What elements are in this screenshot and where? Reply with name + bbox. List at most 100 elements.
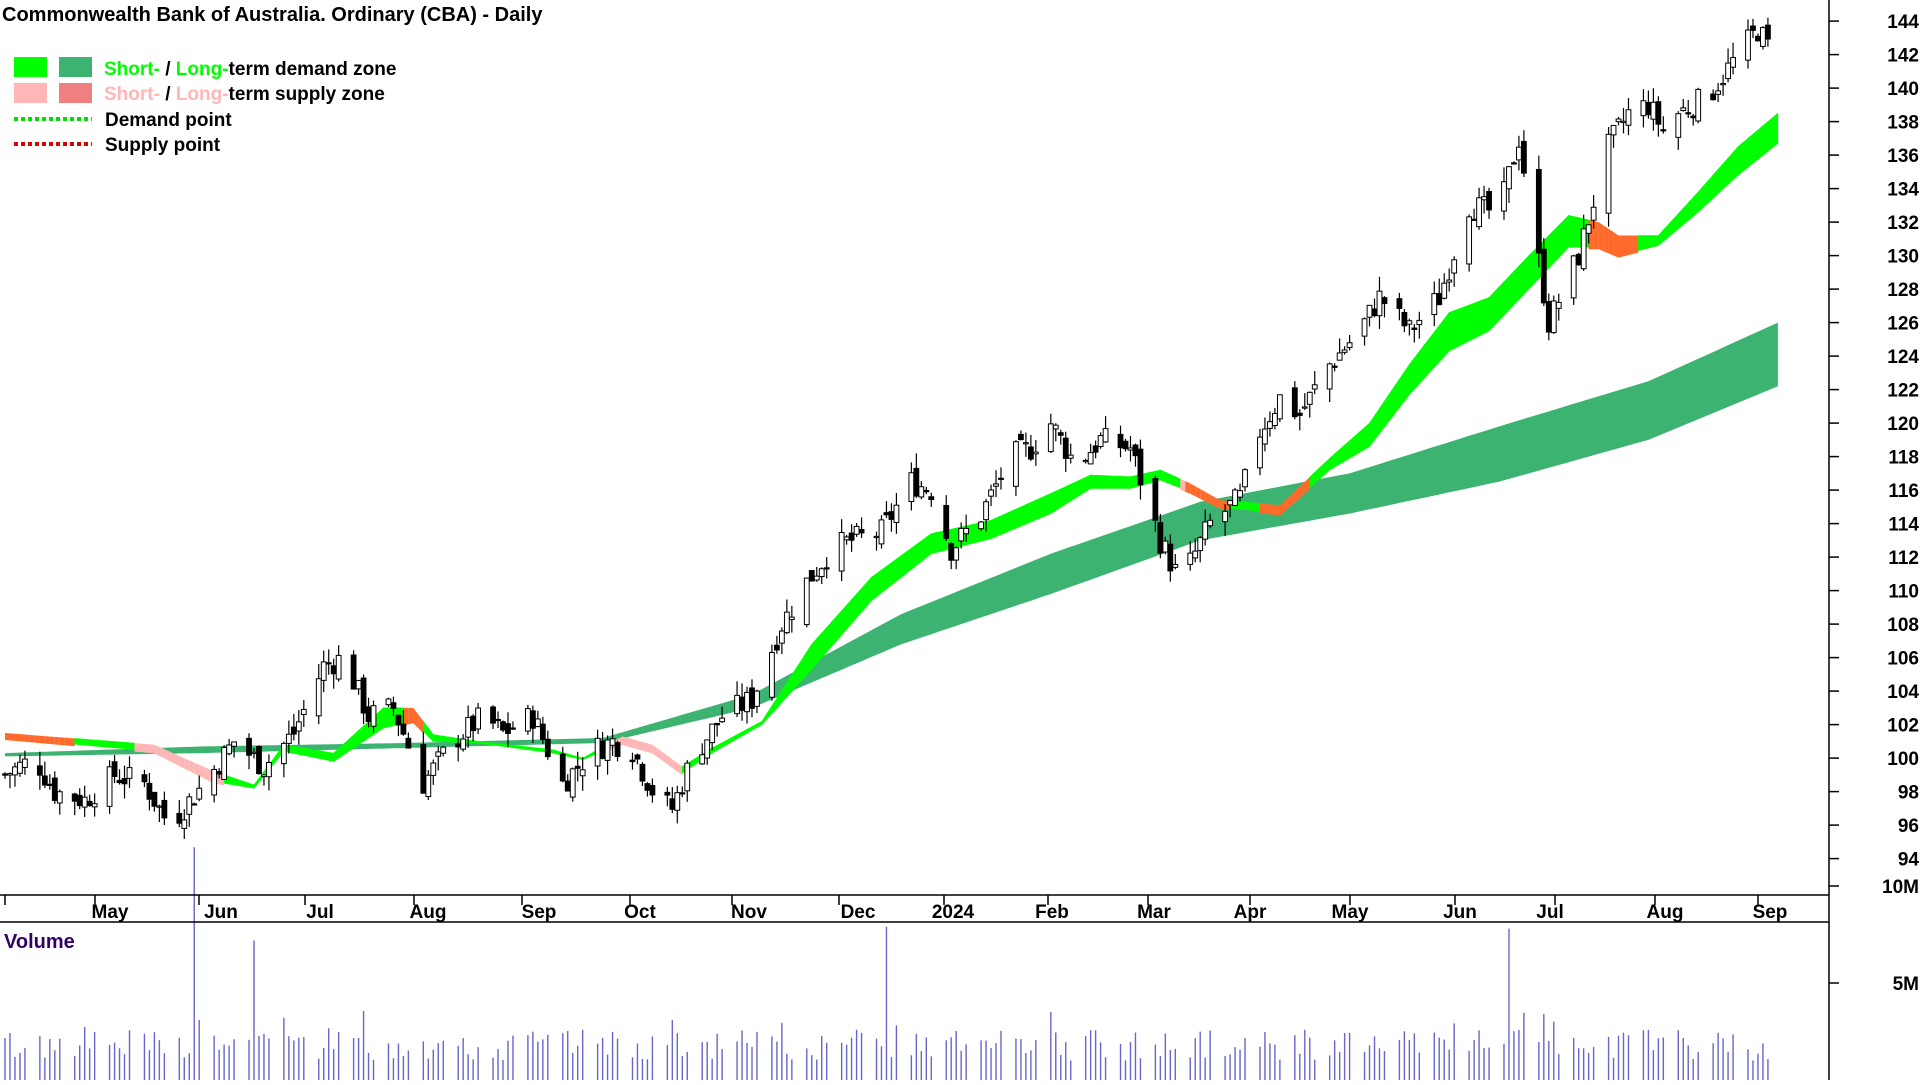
short-term-demand-segment xyxy=(1493,286,1500,327)
legend-swatch-long-demand xyxy=(59,57,92,77)
candle xyxy=(1172,554,1179,570)
short-term-demand-segment xyxy=(1015,506,1022,529)
candle xyxy=(300,699,307,727)
short-term-supply-segment xyxy=(657,748,663,761)
candle xyxy=(1540,238,1547,307)
short-term-demand-segment xyxy=(1329,453,1335,471)
candle xyxy=(126,756,133,789)
legend-supply-rest: term supply zone xyxy=(229,84,385,105)
candle xyxy=(1411,324,1418,343)
candle xyxy=(1207,513,1214,529)
short-term-demand-segment xyxy=(1717,162,1724,195)
candle xyxy=(719,706,726,723)
short-term-demand-segment xyxy=(985,519,992,541)
short-term-demand-segment xyxy=(1050,490,1057,515)
candle xyxy=(1047,413,1054,454)
short-term-demand-segment xyxy=(1075,479,1081,499)
short-term-demand-segment xyxy=(1513,265,1520,306)
candle xyxy=(1192,538,1199,563)
short-term-demand-segment xyxy=(831,615,837,648)
candle xyxy=(998,467,1004,490)
short-term-demand-segment xyxy=(1110,475,1116,489)
short-term-demand-segment xyxy=(502,743,509,748)
short-term-demand-segment xyxy=(1170,474,1176,487)
candle xyxy=(1655,96,1662,137)
candle xyxy=(1575,252,1582,266)
short-term-demand-segment xyxy=(572,754,579,760)
candle xyxy=(1441,273,1448,300)
short-term-demand-segment xyxy=(1463,304,1470,345)
x-tick-label: May xyxy=(1332,902,1369,923)
short-term-demand-segment xyxy=(447,736,454,743)
candle xyxy=(1690,113,1697,126)
short-term-demand-segment xyxy=(507,744,514,749)
short-term-supply-segment xyxy=(49,736,55,745)
candle xyxy=(908,462,915,511)
candle xyxy=(744,686,750,724)
short-term-demand-segment xyxy=(876,569,882,598)
candle xyxy=(649,778,656,803)
short-term-demand-segment xyxy=(1035,497,1042,521)
short-term-demand-segment xyxy=(746,726,753,734)
short-term-demand-segment xyxy=(1239,501,1246,510)
short-term-demand-segment xyxy=(1428,331,1435,374)
candle xyxy=(280,741,287,778)
candle xyxy=(266,754,272,791)
short-term-demand-segment xyxy=(846,598,852,631)
short-term-demand-segment xyxy=(965,524,972,546)
short-term-demand-segment xyxy=(1145,471,1151,485)
short-term-demand-segment xyxy=(925,533,932,559)
short-term-demand-segment xyxy=(94,739,100,747)
short-term-demand-segment xyxy=(587,752,593,759)
short-term-demand-segment xyxy=(89,739,95,747)
y-tick-label: 140 xyxy=(1887,79,1919,100)
short-term-demand-segment xyxy=(1424,337,1430,380)
short-term-supply-segment xyxy=(179,755,185,769)
candle xyxy=(734,681,740,718)
short-term-demand-segment xyxy=(1518,260,1525,301)
short-term-demand-segment xyxy=(1478,298,1485,337)
candle xyxy=(684,760,691,802)
candle xyxy=(599,731,606,760)
candle xyxy=(350,650,357,690)
y-tick-label: 116 xyxy=(1888,481,1919,502)
short-term-supply-segment xyxy=(622,736,628,747)
short-term-demand-segment xyxy=(856,587,862,619)
y-tick-label: 94 xyxy=(1898,850,1920,871)
y-tick-label: 134 xyxy=(1887,180,1919,201)
short-term-demand-segment xyxy=(1468,302,1475,342)
candle xyxy=(435,746,442,771)
candle xyxy=(7,772,13,789)
short-term-demand-segment xyxy=(826,621,832,653)
short-term-supply-segment xyxy=(413,707,419,729)
x-axis: May Jun Jul Aug Sep Oct Nov Dec 2024 Feb Mar Apr May… xyxy=(4,895,1787,923)
candle xyxy=(1431,281,1438,327)
candle xyxy=(1765,17,1771,47)
candle xyxy=(813,566,820,582)
short-term-supply-segment xyxy=(194,762,200,777)
short-term-supply-segment xyxy=(1274,504,1280,516)
short-term-supply-segment xyxy=(632,739,638,750)
short-term-demand-segment xyxy=(492,742,499,747)
candle xyxy=(510,721,516,731)
short-term-demand-segment xyxy=(308,748,315,758)
candle xyxy=(1202,509,1209,546)
short-term-supply-segment xyxy=(174,753,180,766)
short-term-demand-segment xyxy=(1682,202,1689,226)
candle xyxy=(544,730,551,760)
y-tick-label: 136 xyxy=(1887,146,1919,167)
legend-supply-zone: Short- / Long-term supply zone xyxy=(104,84,385,105)
short-term-supply-segment xyxy=(39,735,45,744)
short-term-demand-segment xyxy=(1025,501,1032,525)
candle xyxy=(151,791,158,812)
short-term-supply-segment xyxy=(1593,220,1599,250)
short-term-demand-segment xyxy=(1070,481,1076,502)
candle xyxy=(958,522,965,549)
short-term-demand-segment xyxy=(891,558,897,586)
candle xyxy=(1730,42,1736,75)
short-term-demand-segment xyxy=(1409,357,1415,396)
candle xyxy=(71,792,78,816)
candle xyxy=(604,735,611,775)
short-term-demand-segment xyxy=(1060,486,1067,508)
short-term-demand-segment xyxy=(1433,324,1440,369)
